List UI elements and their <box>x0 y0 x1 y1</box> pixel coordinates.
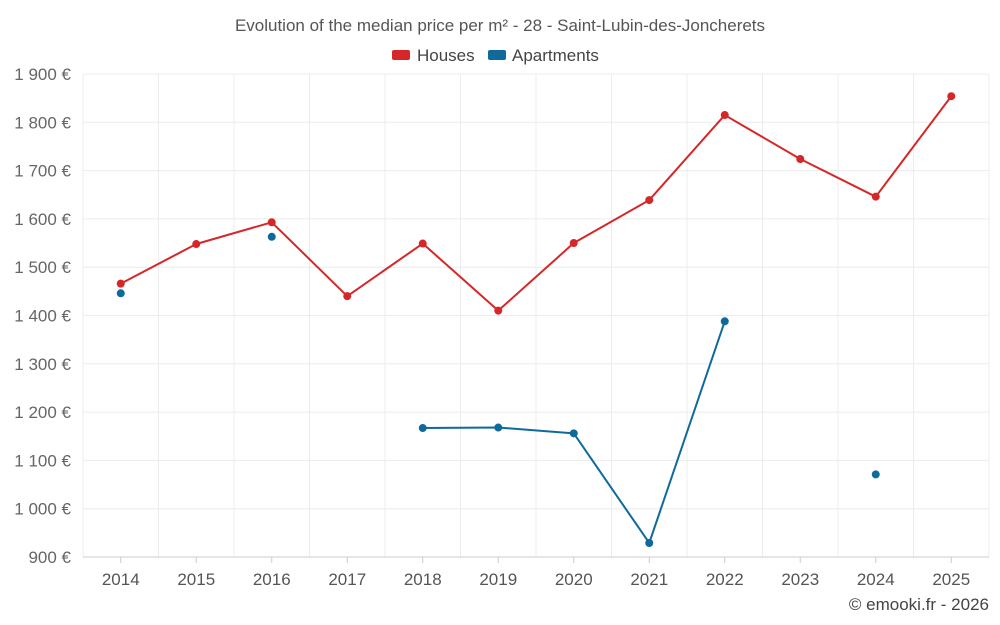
legend-swatch-houses <box>392 50 410 60</box>
legend-item-houses[interactable]: Houses <box>392 46 475 65</box>
data-point-houses[interactable] <box>192 240 201 249</box>
data-point-houses[interactable] <box>569 239 578 248</box>
legend-item-apartments[interactable]: Apartments <box>488 46 599 65</box>
data-point-houses[interactable] <box>947 92 956 101</box>
x-tick-label: 2019 <box>479 570 517 589</box>
y-tick-label: 1 500 € <box>14 258 71 277</box>
data-point-apartments[interactable] <box>418 424 427 433</box>
x-tick-label: 2020 <box>555 570 593 589</box>
series-apartments <box>116 232 880 547</box>
y-tick-label: 1 400 € <box>14 307 71 326</box>
y-tick-label: 1 800 € <box>14 113 71 132</box>
chart-title: Evolution of the median price per m² - 2… <box>235 16 765 35</box>
legend-label-apartments: Apartments <box>512 46 599 65</box>
x-tick-label: 2017 <box>328 570 366 589</box>
x-tick-label: 2021 <box>630 570 668 589</box>
legend: Houses Apartments <box>392 46 599 65</box>
data-point-houses[interactable] <box>494 306 503 315</box>
data-point-apartments[interactable] <box>645 538 654 547</box>
y-tick-label: 1 900 € <box>14 65 71 84</box>
x-tick-label: 2014 <box>102 570 140 589</box>
data-point-houses[interactable] <box>871 192 880 201</box>
data-point-apartments[interactable] <box>267 232 276 241</box>
data-point-apartments[interactable] <box>871 470 880 479</box>
data-point-apartments[interactable] <box>116 289 125 298</box>
series-line-houses <box>120 95 953 312</box>
data-point-apartments[interactable] <box>494 423 503 432</box>
y-tick-label: 1 600 € <box>14 210 71 229</box>
y-tick-label: 1 200 € <box>14 403 71 422</box>
legend-swatch-apartments <box>488 50 506 60</box>
x-tick-label: 2023 <box>781 570 819 589</box>
y-tick-label: 1 700 € <box>14 162 71 181</box>
x-tick-label: 2018 <box>404 570 442 589</box>
data-point-houses[interactable] <box>267 218 276 227</box>
x-axis: 2014 2015 2016 2017 2018 2019 2020 2021 2022 2023… <box>83 556 989 589</box>
data-point-apartments[interactable] <box>720 317 729 326</box>
x-tick-label: 2024 <box>857 570 895 589</box>
credit-text: © emooki.fr - 2026 <box>849 595 989 614</box>
data-point-houses[interactable] <box>116 279 125 288</box>
y-tick-label: 1 300 € <box>14 355 71 374</box>
x-tick-label: 2015 <box>177 570 215 589</box>
x-tick-label: 2025 <box>932 570 970 589</box>
legend-label-houses: Houses <box>417 46 475 65</box>
y-tick-label: 900 € <box>28 548 71 567</box>
grid <box>82 73 990 558</box>
data-point-houses[interactable] <box>645 196 654 205</box>
data-point-houses[interactable] <box>796 155 805 164</box>
data-point-houses[interactable] <box>720 111 729 120</box>
x-tick-label: 2016 <box>253 570 291 589</box>
x-tick-label: 2022 <box>706 570 744 589</box>
y-tick-label: 1 100 € <box>14 451 71 470</box>
y-axis: 900 € 1 000 € 1 100 € 1 200 € 1 300 € 1 400 €… <box>14 65 71 567</box>
data-point-apartments[interactable] <box>569 429 578 438</box>
series-houses <box>116 92 956 315</box>
y-tick-label: 1 000 € <box>14 500 71 519</box>
data-point-houses[interactable] <box>343 292 352 301</box>
series-layer <box>116 92 956 547</box>
data-point-houses[interactable] <box>418 239 427 248</box>
